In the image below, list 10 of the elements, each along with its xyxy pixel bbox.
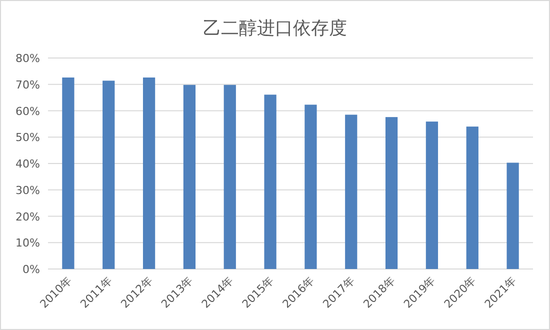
y-tick-label: 30% <box>16 184 40 197</box>
title: 乙二醇进口依存度 <box>203 18 347 39</box>
y-tick-label: 80% <box>16 52 40 65</box>
y-tick-label: 70% <box>16 78 40 92</box>
y-tick-label: 50% <box>16 131 40 144</box>
y-tick-label: 10% <box>16 236 40 250</box>
y-tick-label: 0% <box>22 263 40 276</box>
y-tick-label: 60% <box>16 104 40 118</box>
y-tick-label: 40% <box>16 158 40 170</box>
y-tick-label: 20% <box>16 210 40 224</box>
